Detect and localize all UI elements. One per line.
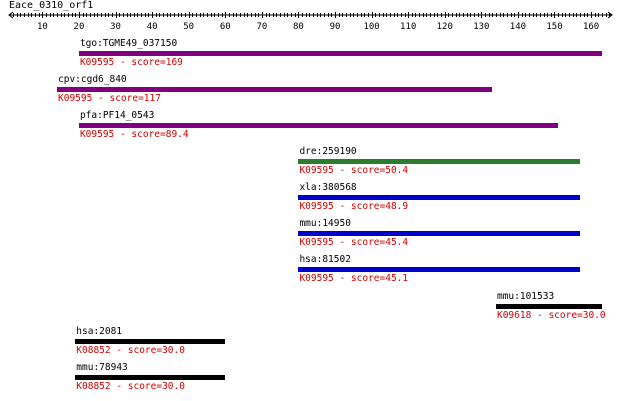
hit-alignment-bar[interactable] [78,123,559,128]
ruler-tick-label: 130 [473,22,489,32]
hit-score-label[interactable]: K09595 - score=48.9 [299,201,409,212]
ruler-tick-label: 70 [256,22,267,32]
hit-gene-label[interactable]: hsa:2081 [76,326,123,337]
ruler-tick-label: 20 [74,22,85,32]
hit-gene-label[interactable]: dre:259190 [299,146,357,157]
hit-gene-label[interactable]: hsa:81502 [299,254,351,265]
ruler-tick-label: 40 [147,22,158,32]
hit-score-label[interactable]: K08852 - score=30.0 [76,345,185,356]
ruler-tick-label: 110 [400,22,416,32]
hit-alignment-bar[interactable] [298,231,581,236]
ruler-left-arrow [8,11,14,19]
position-ruler: 10 20 30 40 50 60 70 80 90 100 110 120 130 140 150 160 [8,11,613,32]
ruler-tick-label: 90 [330,22,341,32]
ruler-tick-label: 160 [583,22,599,32]
ruler-tick-label: 100 [363,22,379,32]
hit-gene-label[interactable]: cpv:cgd6_840 [58,74,127,85]
hit-score-label[interactable]: K09595 - score=89.4 [79,129,189,140]
hit-alignment-bar[interactable] [75,339,226,344]
hit-alignment-bar[interactable] [57,87,493,92]
hit-alignment-bar[interactable] [298,159,581,164]
hit-gene-label[interactable]: mmu:101533 [496,291,555,302]
hit-gene-label[interactable]: mmu:14950 [299,218,351,229]
hit-score-label[interactable]: K09618 - score=30.0 [496,310,606,321]
hit-gene-label[interactable]: xla:380568 [299,182,357,193]
ruler-tick-label: 50 [183,22,194,32]
hit-score-label[interactable]: K09595 - score=50.4 [299,165,409,176]
hit-alignment-bar[interactable] [495,304,603,309]
hit-alignment-bar[interactable] [75,375,226,380]
hit-alignment-bar[interactable] [78,51,603,56]
hit-score-label[interactable]: K09595 - score=45.1 [299,273,409,284]
ruler-tick-label: 10 [37,22,48,32]
query-title: Eace_0310_orf1 [9,0,94,11]
ruler-tick-label: 140 [510,22,526,32]
ruler-tick-label: 120 [437,22,453,32]
hit-gene-label[interactable]: tgo:TGME49_037150 [79,38,178,49]
hit-gene-label[interactable]: pfa:PF14_0543 [79,110,155,121]
hit-score-label[interactable]: K08852 - score=30.0 [76,381,185,392]
hit-score-label[interactable]: K09595 - score=117 [58,93,161,104]
ruler-tick-label: 80 [293,22,304,32]
ruler-tick-label: 30 [110,22,121,32]
hit-alignment-bar[interactable] [298,195,581,200]
hit-gene-label[interactable]: mmu:78943 [76,362,128,373]
hit-alignment-bar[interactable] [298,267,581,272]
hit-score-label[interactable]: K09595 - score=169 [79,57,183,68]
hit-score-label[interactable]: K09595 - score=45.4 [299,237,409,248]
ruler-tick-label: 150 [546,22,562,32]
ruler-tick-label: 60 [220,22,231,32]
